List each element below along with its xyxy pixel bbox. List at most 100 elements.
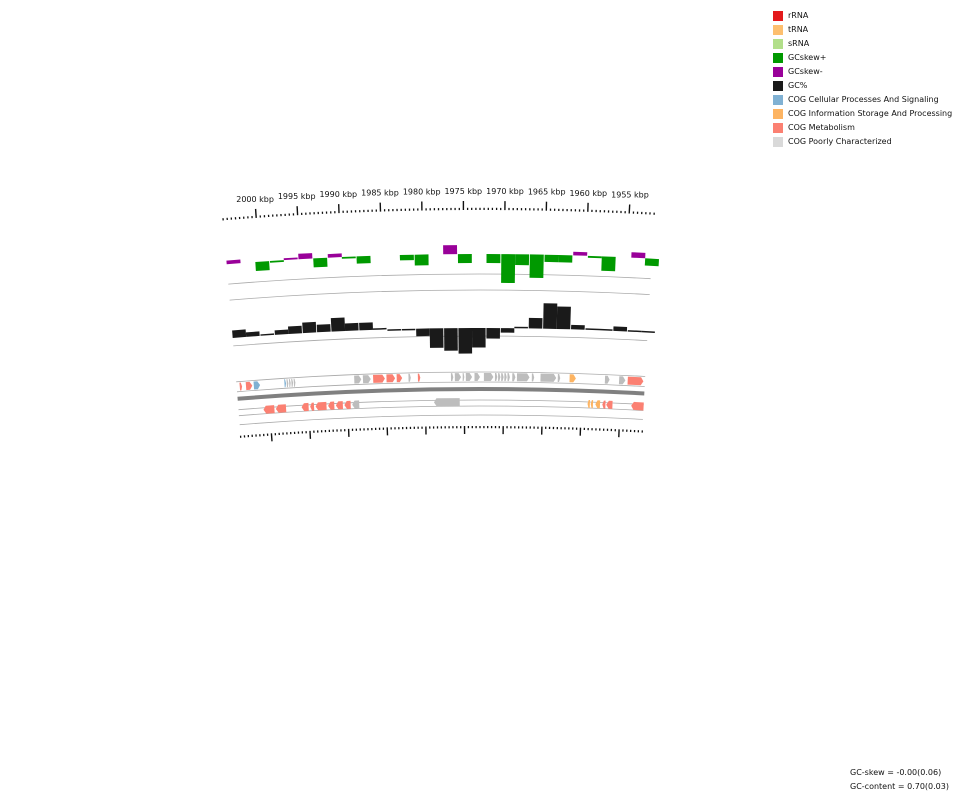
- forward-genes: [239, 373, 644, 391]
- scale-label: 1990 kbp: [319, 190, 357, 199]
- gc-skew-bar-down: [644, 258, 659, 267]
- gene-forward: [386, 374, 396, 383]
- gc-skew-bar-up: [283, 257, 298, 261]
- guide-circle: [238, 405, 644, 417]
- gc-skew-bar-down: [587, 255, 602, 259]
- gene-forward: [627, 376, 644, 386]
- gene-reverse: [595, 400, 601, 409]
- gene-forward: [245, 381, 253, 391]
- gc-content-bar: [613, 326, 628, 332]
- legend-label-srna: sRNA: [788, 39, 810, 48]
- gc-skew-bar-down: [269, 260, 284, 263]
- gene-reverse: [315, 401, 327, 411]
- legend-item-gcskew-positive: GCskew+: [773, 51, 960, 65]
- gc-content-bar: [571, 324, 585, 330]
- gene-forward: [465, 373, 473, 381]
- gene-reverse: [590, 400, 594, 409]
- reverse-genes: [263, 398, 644, 414]
- gc-content-bar: [359, 322, 373, 331]
- gc-content-bar: [316, 324, 331, 333]
- guide-circle: [229, 289, 650, 301]
- gene-forward: [516, 373, 530, 382]
- gc-content-bar: [288, 325, 302, 334]
- legend-label-gc-percent: GC%: [788, 81, 808, 90]
- gene-forward: [408, 373, 411, 382]
- gc-skew-bar-up: [443, 245, 458, 255]
- gc-skew-bar-down: [501, 254, 516, 283]
- gc-content-bar: [387, 329, 401, 331]
- legend-label-cog-poorly: COG Poorly Characterized: [788, 137, 892, 146]
- scale-label: 2000 kbp: [236, 195, 274, 204]
- gene-forward: [569, 374, 576, 383]
- gc-content-bar: [514, 326, 528, 329]
- gc-content-bar: [245, 331, 260, 337]
- legend-item-cog-metabolism: COG Metabolism: [773, 121, 960, 135]
- legend-label-gcskew-positive: GCskew+: [788, 53, 827, 62]
- gene-forward: [286, 379, 289, 388]
- gene-forward: [557, 374, 561, 382]
- gene-reverse: [263, 405, 275, 414]
- gene-forward: [494, 373, 498, 381]
- gc-skew-bar-down: [544, 254, 559, 263]
- gene-forward: [284, 379, 286, 388]
- gene-forward: [454, 373, 462, 382]
- gene-forward: [604, 375, 610, 384]
- gene-forward: [618, 376, 626, 385]
- gene-forward: [474, 373, 480, 381]
- gc-content-bar: [416, 328, 430, 337]
- gene-forward: [462, 373, 465, 381]
- scale-label: 1970 kbp: [486, 187, 524, 196]
- gc-content-bar: [429, 328, 444, 348]
- scale-tick-major: [254, 208, 257, 218]
- gc-skew-bar-down: [601, 256, 616, 272]
- gene-forward: [531, 373, 535, 382]
- gc-skew-bar-up: [226, 259, 241, 265]
- gene-reverse: [352, 400, 360, 409]
- gc-content-bar: [486, 328, 500, 339]
- gc-content-bar: [556, 306, 571, 330]
- legend-swatch-cog-cellular: [773, 95, 783, 105]
- gene-reverse: [587, 400, 590, 408]
- guide-circle: [239, 414, 643, 426]
- gene-forward: [540, 373, 557, 382]
- gene-forward: [396, 374, 403, 383]
- gene-reverse: [434, 398, 460, 407]
- gc-content-bar: [330, 317, 346, 332]
- gene-forward: [501, 373, 504, 382]
- gene-reverse: [344, 400, 351, 409]
- gc-skew-bar-down: [341, 256, 356, 259]
- gene-forward: [293, 378, 296, 387]
- legend-swatch-gcskew-negative: [773, 67, 783, 77]
- gene-reverse: [335, 401, 343, 410]
- legend-label-gcskew-negative: GCskew-: [788, 67, 823, 76]
- gc-content-bar: [528, 317, 543, 329]
- scale-label: 1975 kbp: [444, 187, 482, 196]
- gc-skew-bar-down: [515, 254, 530, 266]
- gene-forward: [373, 374, 385, 383]
- legend-swatch-cog-metabolism: [773, 123, 783, 133]
- guide-circle: [228, 273, 651, 285]
- legend-item-srna: sRNA: [773, 37, 960, 51]
- legend-swatch-cog-poorly: [773, 137, 783, 147]
- gc-content-bar: [641, 330, 655, 333]
- legend-label-trna: tRNA: [788, 25, 809, 34]
- legend-item-cog-poorly: COG Poorly Characterized: [773, 135, 960, 149]
- gene-forward: [239, 382, 243, 391]
- stats-footer: GC-skew = -0.00(0.06) GC-content = 0.70(…: [850, 766, 960, 794]
- gc-skew-bar-up: [573, 251, 588, 256]
- gene-forward: [354, 375, 362, 384]
- legend-item-cog-information: COG Information Storage And Processing: [773, 107, 960, 121]
- gc-skew-bar-down: [529, 254, 544, 278]
- gc-content-bar: [302, 321, 317, 334]
- gc-content-stat: GC-content = 0.70(0.03): [850, 782, 949, 791]
- gc-content-bar: [401, 328, 416, 331]
- gc-skew-bar-up: [298, 253, 313, 260]
- gene-reverse: [606, 400, 613, 409]
- gene-forward: [504, 373, 507, 382]
- legend-label-cog-metabolism: COG Metabolism: [788, 123, 855, 132]
- scale-label: 1995 kbp: [278, 192, 316, 201]
- gene-forward: [483, 373, 494, 381]
- legend-swatch-trna: [773, 25, 783, 35]
- gc-content-bar: [543, 303, 558, 329]
